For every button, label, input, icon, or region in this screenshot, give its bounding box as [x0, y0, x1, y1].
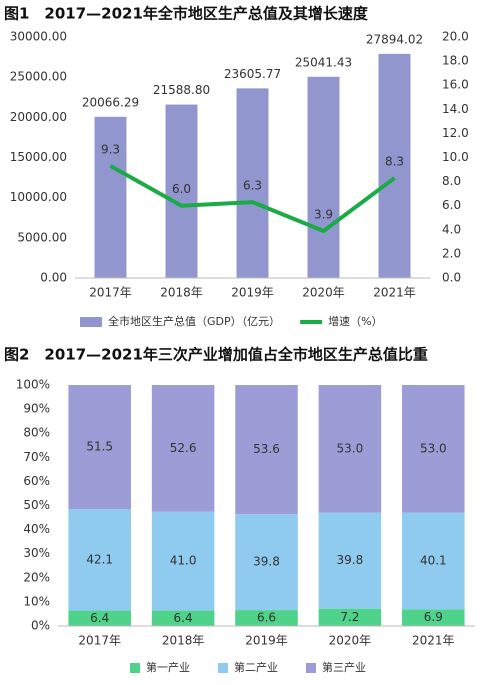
y-tick-label: 70%	[23, 450, 50, 464]
data-label: 53.0	[337, 441, 364, 455]
bar-segment	[318, 608, 382, 626]
bar	[165, 104, 198, 278]
bar	[378, 53, 411, 279]
y2-tick-label: 4.0	[442, 222, 461, 236]
y-tick-label: 0%	[31, 619, 50, 633]
bar	[236, 88, 269, 279]
data-label: 6.3	[243, 179, 262, 193]
y2-tick-label: 0.0	[442, 271, 461, 285]
y2-tick-label: 14.0	[442, 102, 469, 116]
data-label: 53.0	[420, 441, 447, 455]
y2-tick-label: 12.0	[442, 126, 469, 140]
bar-segment	[151, 385, 215, 512]
bar-segment	[68, 385, 131, 510]
data-label: 8.3	[385, 154, 404, 168]
bar-segment	[402, 609, 465, 626]
legend-label: 第三产业	[322, 660, 366, 674]
y-tick-label: 60%	[23, 474, 50, 488]
bar-segment	[151, 511, 215, 611]
y2-tick-label: 20.0	[442, 30, 469, 44]
legend-swatch	[80, 317, 102, 327]
y-tick-label: 100%	[16, 378, 50, 392]
data-label: 6.4	[174, 611, 193, 625]
y-tick-label: 30%	[23, 546, 50, 560]
data-label: 52.6	[170, 441, 197, 455]
x-tick-label: 2019年	[231, 286, 274, 300]
x-tick-label: 2018年	[160, 286, 203, 300]
data-label: 20066.29	[82, 95, 139, 109]
data-label: 51.5	[86, 440, 113, 454]
data-label: 6.4	[90, 611, 109, 625]
data-label: 6.6	[257, 611, 276, 625]
bar-segment	[235, 385, 298, 515]
y-tick-label: 40%	[23, 522, 50, 536]
bar-segment	[318, 385, 382, 513]
y2-tick-label: 16.0	[442, 78, 469, 92]
x-tick-label: 2020年	[329, 634, 372, 648]
x-tick-label: 2021年	[412, 634, 455, 648]
bar	[307, 76, 340, 278]
y2-tick-label: 10.0	[442, 150, 469, 164]
line	[109, 164, 396, 234]
data-label: 3.9	[314, 208, 333, 222]
data-label: 39.8	[337, 553, 364, 567]
y-tick-label: 90%	[23, 402, 50, 416]
legend-label: 全市地区生产总值（GDP）（亿元）	[108, 314, 280, 328]
x-tick-label: 2019年	[245, 634, 288, 648]
bar-segment	[235, 610, 298, 626]
data-label: 40.1	[420, 554, 447, 568]
bar-segment	[68, 509, 131, 611]
bar-segment	[318, 512, 382, 609]
y-tick-label: 50%	[23, 498, 50, 512]
x-tick-label: 2017年	[89, 286, 132, 300]
bar-segment	[402, 512, 465, 610]
legend-swatch	[306, 663, 316, 673]
data-label: 21588.80	[153, 83, 210, 97]
y-tick-label: 80%	[23, 426, 50, 440]
data-label: 42.1	[86, 552, 113, 566]
y-tick-label: 20%	[23, 570, 50, 584]
data-label: 7.2	[340, 610, 359, 624]
legend-swatch	[218, 663, 228, 673]
y2-tick-label: 8.0	[442, 174, 461, 188]
bar-segment	[151, 610, 215, 626]
legend-swatch	[130, 663, 140, 673]
y-tick-label: 10000.00	[10, 190, 67, 204]
y-tick-label: 25000.00	[10, 70, 67, 84]
data-label: 23605.77	[224, 67, 281, 81]
y-tick-label: 30000.00	[10, 30, 67, 44]
bar-segment	[235, 514, 298, 611]
y2-tick-label: 6.0	[442, 198, 461, 212]
bar-segment	[402, 385, 465, 513]
chart-title: 图2 2017—2021年三次产业增加值占全市地区生产总值比重	[4, 346, 428, 364]
legend-label: 第一产业	[146, 660, 190, 674]
x-tick-label: 2018年	[162, 634, 205, 648]
data-label: 39.8	[253, 555, 280, 569]
data-label: 9.3	[101, 142, 120, 156]
data-label: 27894.02	[366, 32, 423, 46]
y-tick-label: 10%	[23, 594, 50, 608]
x-tick-label: 2017年	[78, 634, 121, 648]
legend-label: 增速（%）	[328, 314, 382, 328]
data-label: 41.0	[170, 554, 197, 568]
data-label: 53.6	[253, 442, 280, 456]
y-tick-label: 0.00	[40, 271, 67, 285]
y-tick-label: 20000.00	[10, 110, 67, 124]
legend-label: 第二产业	[234, 660, 278, 674]
x-tick-label: 2021年	[373, 286, 416, 300]
y2-tick-label: 2.0	[442, 246, 461, 260]
bar-segment	[68, 610, 131, 626]
y-tick-label: 5000.00	[17, 230, 67, 244]
bar	[94, 116, 127, 278]
data-label: 6.9	[424, 610, 443, 624]
y-tick-label: 15000.00	[10, 150, 67, 164]
x-tick-label: 2020年	[302, 286, 345, 300]
chart-title: 图1 2017—2021年全市地区生产总值及其增长速度	[4, 5, 369, 23]
data-label: 6.0	[172, 182, 191, 196]
data-label: 25041.43	[295, 55, 352, 69]
y2-tick-label: 18.0	[442, 54, 469, 68]
